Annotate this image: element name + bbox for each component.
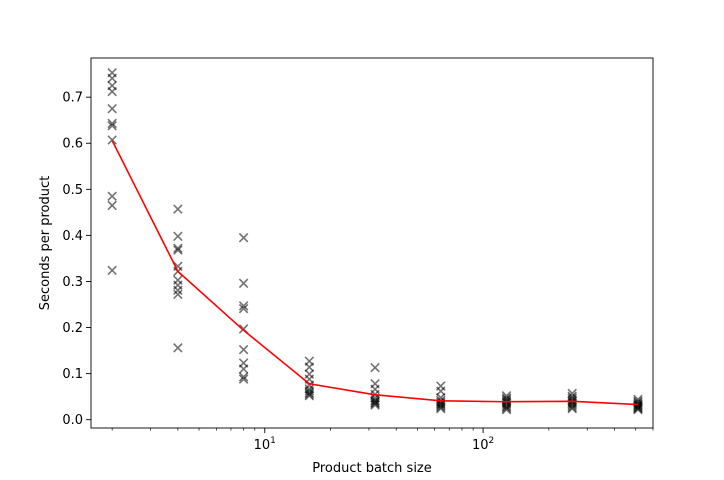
- data-point-2-9: [238, 374, 249, 384]
- data-point-7-8: [567, 402, 578, 413]
- y-tick-label-3: 0.3: [62, 275, 83, 290]
- data-point-1-1: [173, 231, 183, 242]
- data-point-6-7: [501, 402, 512, 412]
- mean-line: [111, 140, 638, 406]
- data-point-4-8: [370, 398, 380, 409]
- x-tick-label-0: 101: [254, 436, 276, 453]
- data-point-7-7: [567, 400, 578, 411]
- data-point-3-7: [304, 388, 315, 398]
- y-axis: 0.0 0.1 0.2 0.3 0.4 0.5 0.6 0.7: [62, 91, 91, 428]
- data-point-1-10: [173, 343, 183, 353]
- data-points: [107, 67, 643, 415]
- data-point-1-9: [173, 289, 183, 300]
- x-tick-label-1: 102: [472, 436, 494, 453]
- data-point-0-5: [107, 118, 117, 129]
- data-point-4-6: [370, 396, 380, 407]
- data-point-0-4: [107, 103, 117, 114]
- data-point-6-8: [501, 403, 512, 413]
- data-point-3-9: [304, 390, 315, 401]
- data-point-2-1: [238, 278, 249, 289]
- data-point-1-3: [173, 245, 183, 255]
- data-point-6-6: [501, 400, 512, 411]
- y-tick-label-4: 0.4: [62, 229, 83, 244]
- data-point-5-9: [436, 403, 446, 414]
- data-point-4-9: [370, 400, 380, 410]
- data-point-2-3: [238, 303, 249, 314]
- data-point-5-8: [436, 402, 446, 413]
- data-point-0-10: [107, 265, 117, 276]
- data-point-0-3: [107, 86, 117, 97]
- data-point-0-6: [107, 120, 117, 131]
- data-point-2-2: [238, 301, 249, 311]
- data-point-2-8: [238, 372, 249, 382]
- data-point-4-0: [370, 362, 380, 373]
- data-point-2-7: [238, 364, 249, 374]
- x-axis-label: Product batch size: [312, 461, 432, 476]
- y-tick-label-2: 0.2: [62, 321, 83, 336]
- data-point-1-8: [173, 285, 183, 295]
- data-point-7-9: [567, 403, 578, 414]
- data-point-6-9: [501, 404, 512, 415]
- y-tick-label-1: 0.1: [62, 367, 83, 382]
- data-point-8-9: [633, 404, 643, 415]
- y-axis-label: Seconds per product: [38, 176, 53, 310]
- data-point-0-7: [107, 135, 117, 145]
- data-point-2-5: [238, 344, 249, 355]
- data-point-3-1: [304, 362, 315, 372]
- data-point-0-1: [107, 73, 117, 84]
- axes-frame: [90, 57, 654, 429]
- y-tick-label-0: 0.0: [62, 413, 83, 428]
- y-tick-label-7: 0.7: [62, 91, 83, 106]
- y-tick-label-5: 0.5: [62, 183, 83, 198]
- data-point-2-0: [238, 232, 249, 243]
- data-point-0-8: [107, 191, 117, 201]
- data-point-1-0: [173, 204, 183, 214]
- data-point-5-6: [436, 399, 446, 410]
- x-axis: 101 102: [111, 428, 654, 453]
- data-point-5-7: [436, 401, 446, 411]
- data-point-1-2: [173, 243, 183, 254]
- data-point-3-8: [304, 389, 315, 400]
- y-tick-label-6: 0.6: [62, 137, 83, 152]
- data-point-0-9: [107, 200, 117, 211]
